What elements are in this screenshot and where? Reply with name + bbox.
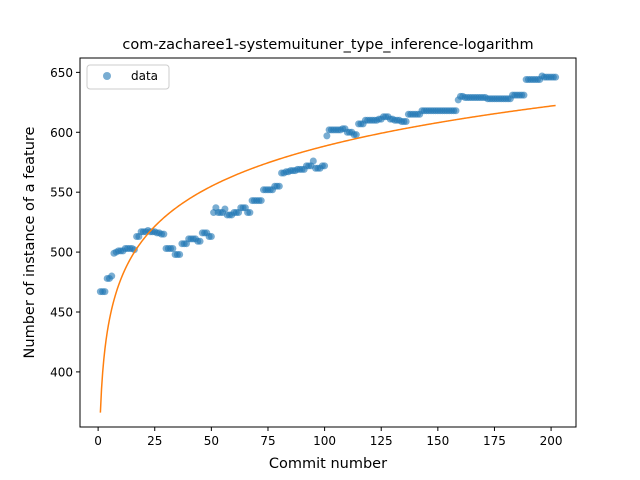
data-point xyxy=(160,230,168,238)
x-tick-label: 175 xyxy=(483,434,506,448)
data-points xyxy=(96,72,560,296)
data-point xyxy=(169,244,177,252)
axes-frame xyxy=(79,57,577,428)
data-point xyxy=(246,209,254,217)
data-point xyxy=(402,118,410,125)
data-point xyxy=(309,157,317,165)
x-tick-label: 0 xyxy=(94,434,102,448)
data-point xyxy=(275,182,283,190)
data-point xyxy=(552,73,560,81)
data-point xyxy=(321,162,329,170)
x-axis-ticks: 0 25 50 75 100 125 150 175 200 xyxy=(94,427,563,448)
data-point xyxy=(352,131,360,139)
legend-box xyxy=(86,64,170,90)
x-tick-label: 50 xyxy=(204,434,219,448)
x-tick-label: 100 xyxy=(313,434,336,448)
legend-label-data: data xyxy=(131,69,158,83)
chart-title: com-zacharee1-systemuituner_type_inferen… xyxy=(122,37,533,53)
data-point xyxy=(323,132,331,140)
y-tick-label: 500 xyxy=(50,246,73,260)
x-axis-label: Commit number xyxy=(269,456,387,472)
legend: data xyxy=(86,64,170,90)
x-tick-label: 150 xyxy=(426,434,449,448)
data-point xyxy=(207,233,215,241)
data-point xyxy=(221,205,229,213)
plot-area xyxy=(96,72,560,413)
y-axis-label: Number of instance of a feature xyxy=(22,126,38,358)
y-tick-label: 550 xyxy=(50,186,73,200)
data-point xyxy=(452,107,460,115)
y-axis-ticks: 400 450 500 550 600 650 xyxy=(50,66,80,379)
data-point xyxy=(520,91,528,99)
data-point xyxy=(101,288,109,296)
data-point xyxy=(196,237,204,245)
fit-line xyxy=(99,104,556,413)
y-tick-label: 450 xyxy=(50,305,73,319)
y-tick-label: 600 xyxy=(50,126,73,140)
legend-marker xyxy=(103,72,111,80)
y-tick-label: 650 xyxy=(50,66,73,80)
x-tick-label: 125 xyxy=(370,434,393,448)
x-tick-label: 75 xyxy=(260,434,275,448)
data-point xyxy=(257,197,265,205)
data-point xyxy=(108,272,116,280)
x-tick-label: 200 xyxy=(540,434,563,448)
data-point xyxy=(130,246,138,254)
y-tick-label: 400 xyxy=(50,365,73,379)
data-point xyxy=(176,250,184,258)
x-tick-label: 25 xyxy=(147,434,162,448)
